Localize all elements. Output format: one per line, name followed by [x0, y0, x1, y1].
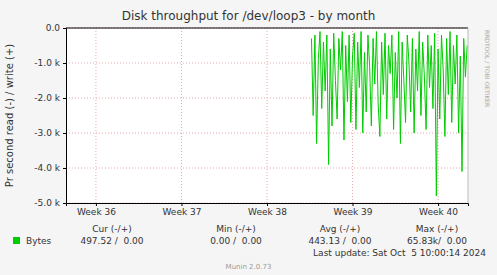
- tick: Week 38: [248, 203, 287, 217]
- grid-line: [267, 28, 268, 203]
- tick-mark: [63, 98, 66, 99]
- tick-label: Week 39: [334, 207, 373, 217]
- title: Disk throughput for /dev/loop3 - by mont…: [122, 9, 376, 23]
- tick-mark: [63, 28, 66, 29]
- summary-value: 0.00 / 0.00: [210, 236, 262, 246]
- tick-mark: [96, 203, 97, 206]
- summary-value: 443.13 / 0.00: [308, 236, 371, 246]
- legend-swatch: [13, 237, 20, 244]
- tick: -4.0 k: [34, 163, 66, 173]
- tick-label: -1.0 k: [34, 58, 60, 68]
- tick-mark: [267, 203, 268, 206]
- grid: [66, 28, 468, 203]
- tick-label: -2.0 k: [34, 93, 60, 103]
- grid-line: [95, 28, 96, 203]
- tick: -2.0 k: [34, 93, 66, 103]
- tick: Week 39: [334, 203, 373, 217]
- grid-line: [66, 63, 468, 64]
- chart: Disk throughput for /dev/loop3 - by mont…: [0, 0, 497, 275]
- watermark: RRDTOOL / TOBI OETIKER: [484, 30, 491, 107]
- summary-header: Min (-/+): [216, 224, 256, 234]
- legend: Cur (-/+) Min (-/+) Avg (-/+) Max (-/+) Byte…: [13, 224, 467, 246]
- summary-header: Max (-/+): [416, 224, 458, 234]
- y-axis: 0.0 -1.0 k -2.0 k -3.0 k -4.0 k -5.0 k: [34, 23, 66, 208]
- tick-mark: [353, 203, 354, 206]
- tick: Week 40: [419, 203, 458, 217]
- summary-header: Avg (-/+): [320, 224, 360, 234]
- marks: [311, 32, 467, 197]
- tick-mark: [63, 203, 66, 204]
- tick-label: 0.0: [46, 23, 61, 33]
- tick-label: -5.0 k: [34, 198, 60, 208]
- footer: Munin 2.0.73: [226, 263, 272, 271]
- tick-label: -3.0 k: [34, 128, 60, 138]
- tick: -1.0 k: [34, 58, 66, 68]
- tick-label: Week 38: [248, 207, 287, 217]
- summary-value: 65.83k/ 0.00: [407, 236, 467, 246]
- tick-label: Week 40: [419, 207, 458, 217]
- background: [0, 0, 497, 275]
- tick: -5.0 k: [34, 198, 66, 208]
- axis-line: [63, 29, 67, 204]
- tick: Week 37: [162, 203, 201, 217]
- frame-line: [66, 28, 468, 29]
- plot-area: [66, 28, 468, 203]
- tick-mark: [438, 203, 439, 206]
- frame-line: [468, 28, 469, 203]
- last-update: Last update: Sat Oct 5 10:00:14 2024: [313, 248, 486, 258]
- tick: 0.0: [46, 23, 66, 33]
- x-axis: Week 36 Week 37 Week 38 Week 39 Week 40: [67, 203, 469, 217]
- summary-value: 497.52 / 0.00: [80, 236, 143, 246]
- tick: -3.0 k: [34, 128, 66, 138]
- tick-label: Week 37: [162, 207, 201, 217]
- grid-line: [66, 28, 468, 29]
- legend-label: Bytes: [26, 236, 52, 246]
- axis-line: [67, 204, 469, 207]
- tick-mark: [181, 203, 182, 206]
- grid-line: [181, 28, 182, 203]
- y-axis-title: Pr second read (-) / write (+): [4, 44, 15, 187]
- tick: Week 36: [77, 203, 116, 217]
- tick-mark: [63, 133, 66, 134]
- grid-line: [66, 168, 468, 169]
- tick-mark: [63, 63, 66, 64]
- series-line: [311, 32, 467, 197]
- tick-label: Week 36: [77, 207, 116, 217]
- tick-label: -4.0 k: [34, 163, 60, 173]
- summary-header: Cur (-/+): [92, 224, 131, 234]
- tick-mark: [63, 168, 66, 169]
